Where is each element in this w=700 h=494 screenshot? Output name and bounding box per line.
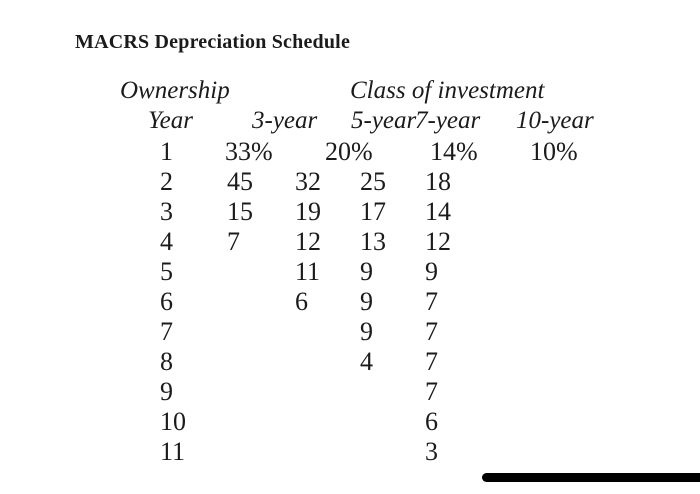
cell-7-year: 17	[360, 197, 386, 226]
bottom-divider-line	[482, 473, 700, 482]
cell-year: 1	[160, 137, 173, 166]
table-row: 6 6 9 7	[0, 287, 700, 317]
cell-year: 2	[160, 167, 173, 196]
cell-5-year: 6	[295, 287, 308, 316]
cell-5-year: 32	[295, 167, 321, 196]
cell-10-year: 7	[425, 287, 438, 316]
column-group-ownership: Ownership	[120, 77, 230, 104]
cell-10-year: 7	[425, 317, 438, 346]
cell-5-year: 20%	[325, 137, 373, 166]
cell-3-year: 15	[227, 197, 253, 226]
table-row: 3 15 19 17 14	[0, 197, 700, 227]
cell-year: 4	[160, 227, 173, 256]
table-row: 11 3	[0, 437, 700, 467]
cell-7-year: 4	[360, 347, 373, 376]
cell-10-year: 10%	[530, 137, 578, 166]
table-row: 10 6	[0, 407, 700, 437]
cell-10-year: 12	[425, 227, 451, 256]
cell-7-year: 9	[360, 317, 373, 346]
column-header-10-year: 10-year	[516, 107, 594, 134]
cell-7-year: 13	[360, 227, 386, 256]
table-row: 7 9 7	[0, 317, 700, 347]
cell-7-year: 25	[360, 167, 386, 196]
column-header-year: Year	[148, 107, 193, 134]
table-row: 9 7	[0, 377, 700, 407]
column-header-7-year: 7-year	[415, 107, 481, 134]
cell-10-year: 9	[425, 257, 438, 286]
cell-5-year: 12	[295, 227, 321, 256]
cell-year: 8	[160, 347, 173, 376]
cell-5-year: 19	[295, 197, 321, 226]
column-header-3-year: 3-year	[252, 107, 318, 134]
page-title: MACRS Depreciation Schedule	[75, 31, 351, 53]
table-row: 1 33% 20% 14% 10%	[0, 137, 700, 167]
cell-5-year: 11	[295, 257, 321, 286]
column-group-class-of-investment: Class of investment	[350, 77, 545, 104]
cell-3-year: 7	[227, 227, 240, 256]
cell-7-year: 14%	[430, 137, 478, 166]
cell-10-year: 7	[425, 377, 438, 406]
table-row: 4 7 12 13 12	[0, 227, 700, 257]
cell-year: 10	[160, 407, 186, 436]
table-row: 5 11 9 9	[0, 257, 700, 287]
cell-year: 9	[160, 377, 173, 406]
cell-10-year: 7	[425, 347, 438, 376]
cell-10-year: 14	[425, 197, 451, 226]
cell-year: 5	[160, 257, 173, 286]
cell-year: 7	[160, 317, 173, 346]
cell-10-year: 6	[425, 407, 438, 436]
cell-3-year: 33%	[225, 137, 273, 166]
column-header-5-year: 5-year	[351, 107, 417, 134]
cell-10-year: 18	[425, 167, 451, 196]
cell-year: 3	[160, 197, 173, 226]
cell-10-year: 3	[425, 437, 438, 466]
table-row: 8 4 7	[0, 347, 700, 377]
cell-3-year: 45	[227, 167, 253, 196]
cell-7-year: 9	[360, 287, 373, 316]
table-row: 2 45 32 25 18	[0, 167, 700, 197]
cell-year: 6	[160, 287, 173, 316]
cell-7-year: 9	[360, 257, 373, 286]
depreciation-table-body: 1 33% 20% 14% 10% 2 45 32 25 18 3 15 19 …	[0, 137, 700, 467]
cell-year: 11	[160, 437, 186, 466]
